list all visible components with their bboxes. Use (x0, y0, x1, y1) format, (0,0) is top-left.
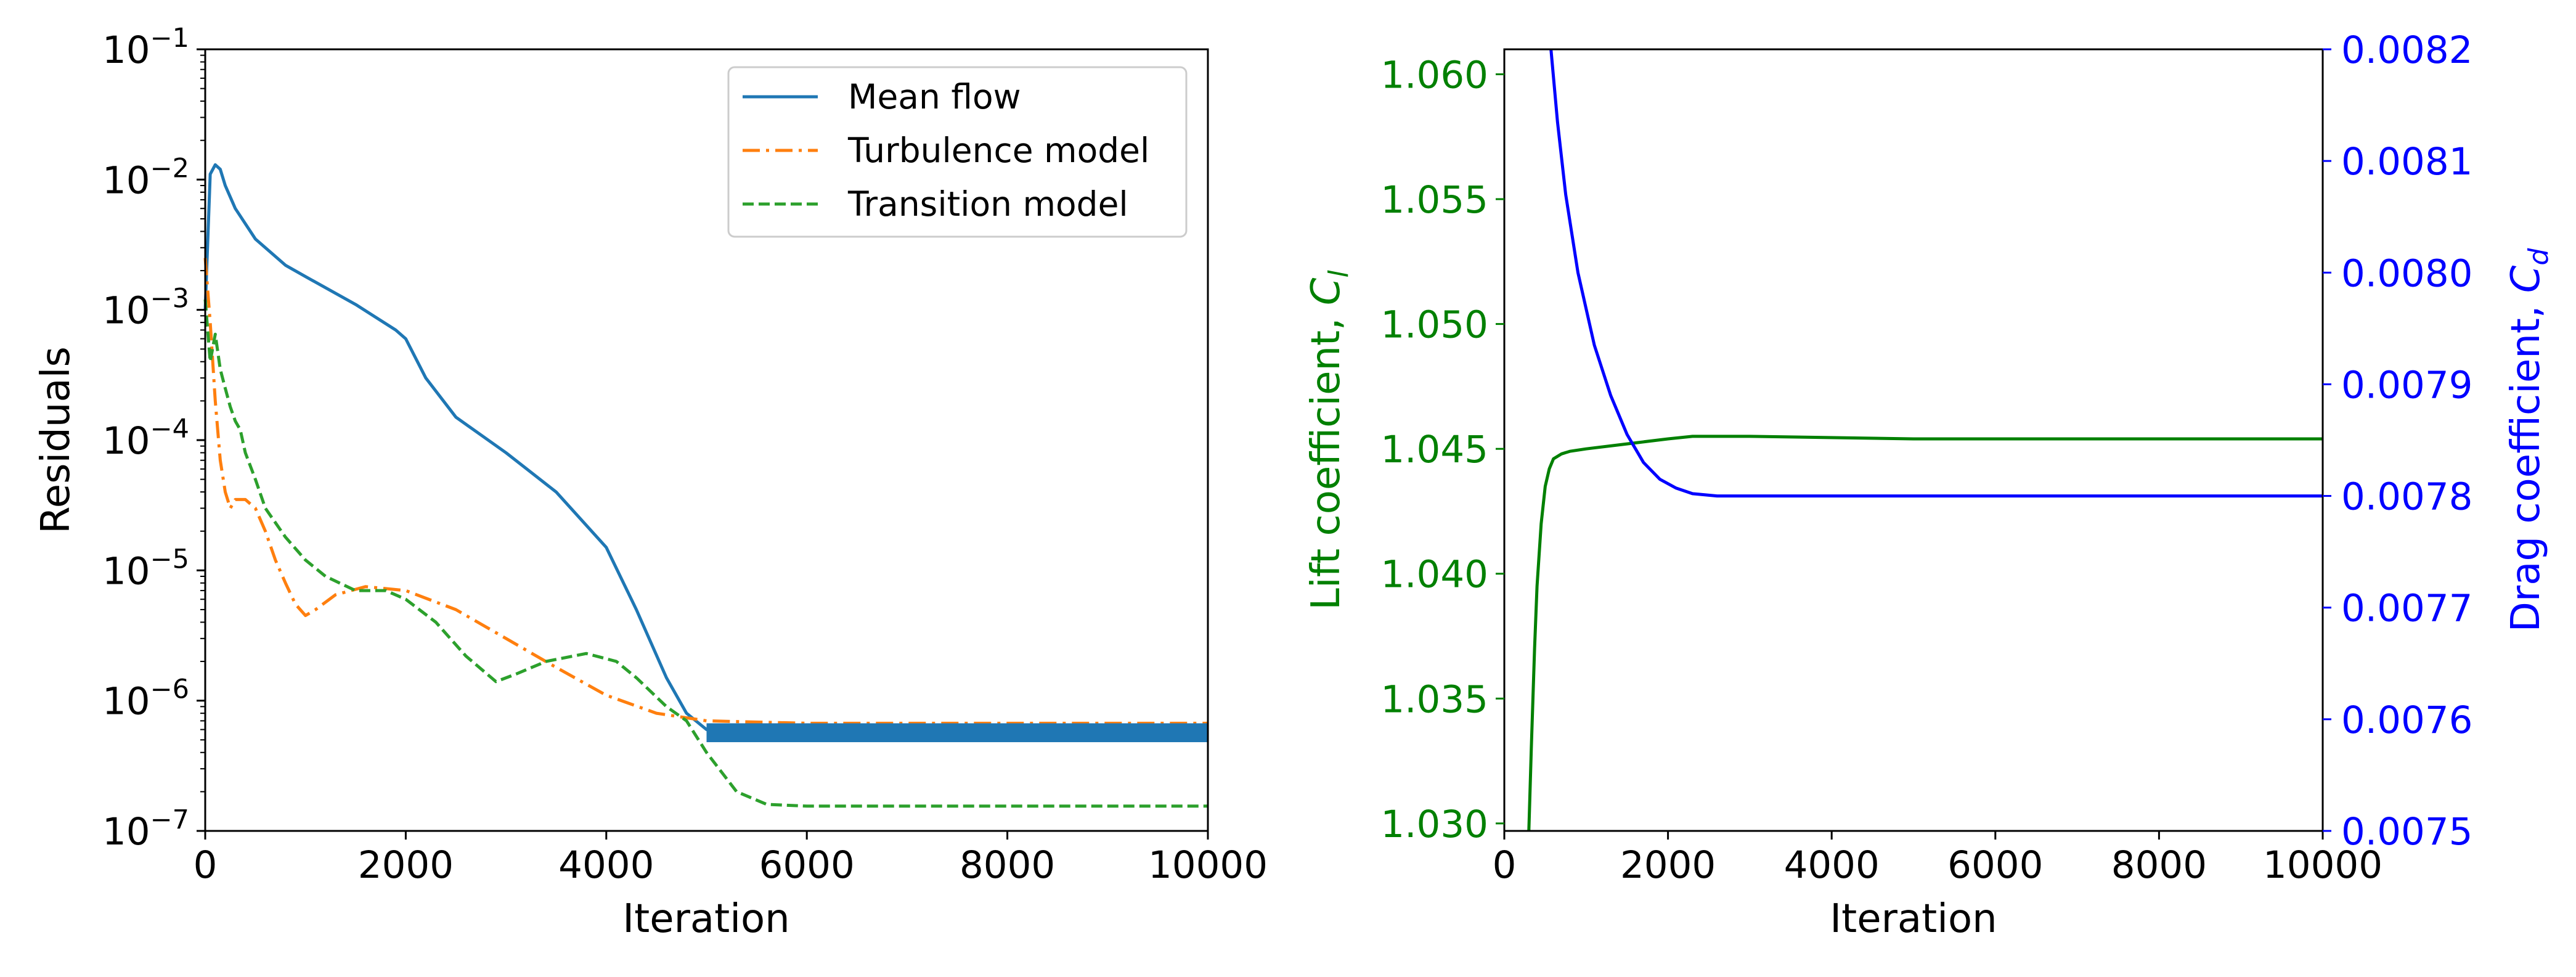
x-tick-label: 8000 (960, 843, 1055, 887)
y-tick-label: 10−2 (102, 153, 189, 202)
coefficients-x-axis-label: Iteration (1830, 896, 1997, 942)
y-tick-label: 10−7 (102, 804, 189, 854)
lift-coefficient-line (1527, 435, 2323, 832)
legend-label-mean-flow: Mean flow (848, 77, 1021, 117)
x-tick-label: 10000 (1148, 843, 1268, 887)
coefficients-plot-frame (1503, 48, 2324, 832)
drag-coefficient-line (1549, 49, 2323, 498)
series-line-turbulence-model (203, 258, 1208, 725)
drag-tick-label: 0.0075 (2341, 810, 2472, 854)
drag-axis-label: Drag coefficient, Cd (2503, 248, 2554, 632)
x-tick-label: 4000 (558, 843, 654, 887)
lift-axis-label-symbol: C (1303, 277, 1349, 305)
lift-axis-label-subscript: l (1323, 269, 1355, 277)
lift-tick-label: 1.030 (1380, 803, 1488, 846)
lift-tick-label: 1.040 (1380, 553, 1488, 597)
series-line-transition-model (203, 299, 1208, 808)
coefficients-series-group (1527, 49, 2323, 832)
drag-axis-label-prefix: Drag coefficient, (2503, 293, 2549, 632)
drag-tick-label: 0.0081 (2341, 140, 2472, 184)
drag-axis-label-symbol: C (2503, 265, 2549, 293)
residuals-x-ticks: 0 2000 4000 6000 8000 10000 (194, 831, 1268, 887)
mean-flow-noise-band (706, 723, 1208, 743)
x-tick-label: 10000 (2263, 843, 2382, 887)
y-tick-label: 10−1 (102, 23, 189, 72)
coefficients-chart: 0 2000 4000 6000 8000 10000 1.0301.0351.0401.… (1303, 28, 2554, 942)
lift-tick-label: 1.050 (1380, 303, 1488, 347)
residuals-y-ticks: 10−1 10−2 10−3 10−4 10−5 10−6 10−7 (102, 23, 205, 854)
residuals-series-group (203, 163, 1208, 808)
y-tick-label: 10−4 (102, 414, 189, 463)
residuals-legend: Mean flow Turbulence model Transition mo… (727, 66, 1188, 238)
coefficients-x-ticks: 0 2000 4000 6000 8000 10000 (1493, 831, 2382, 887)
lift-y-ticks: 1.030 1.035 1.040 1.045 1.050 1.055 1.060 (1380, 54, 1504, 846)
lift-axis-label-prefix: Lift coefficient, (1303, 305, 1349, 610)
legend-label-transition-model: Transition model (847, 184, 1128, 224)
drag-tick-label: 0.0076 (2341, 698, 2472, 742)
x-tick-label: 6000 (759, 843, 855, 887)
legend-box (727, 66, 1188, 238)
y-tick-label: 10−3 (102, 284, 189, 333)
lift-tick-label: 1.060 (1380, 54, 1488, 97)
x-tick-label: 6000 (1947, 843, 2043, 887)
legend-label-turbulence-model: Turbulence model (847, 131, 1149, 170)
drag-tick-label: 0.0079 (2341, 363, 2472, 407)
drag-tick-label: 0.0078 (2341, 475, 2472, 519)
x-tick-label: 0 (1493, 843, 1517, 887)
x-tick-label: 2000 (358, 843, 454, 887)
lift-tick-label: 1.045 (1380, 428, 1488, 472)
residuals-y-axis-label: Residuals (33, 346, 79, 534)
drag-axis-label-subscript: d (2523, 248, 2554, 266)
drag-tick-label: 0.0080 (2341, 251, 2472, 295)
y-tick-label: 10−5 (102, 544, 189, 593)
x-tick-label: 2000 (1620, 843, 1716, 887)
drag-tick-label: 0.0077 (2341, 587, 2472, 631)
drag-tick-label: 0.0082 (2341, 28, 2472, 72)
drag-y-ticks: 0.0075 0.0076 0.0077 0.0078 0.0079 0.0080 0.00… (2323, 28, 2472, 854)
y-tick-label: 10−6 (102, 674, 189, 724)
x-tick-label: 0 (194, 843, 218, 887)
lift-tick-label: 1.055 (1380, 178, 1488, 222)
residuals-chart: 0 2000 4000 6000 8000 10000 10−110−210−310−41… (33, 23, 1268, 942)
lift-axis-label: Lift coefficient, Cl (1303, 269, 1355, 610)
residuals-x-axis-label: Iteration (622, 896, 789, 942)
x-tick-label: 4000 (1784, 843, 1880, 887)
x-tick-label: 8000 (2111, 843, 2207, 887)
lift-tick-label: 1.035 (1380, 677, 1488, 721)
